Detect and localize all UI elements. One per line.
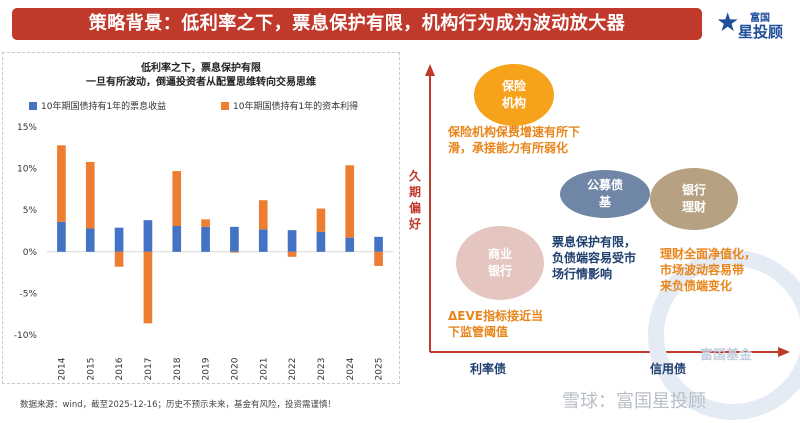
- bar-capital-2022: [287, 251, 297, 257]
- x-tick-label: 2018: [173, 357, 183, 380]
- bubble-commercial-bank: 商业 银行: [456, 226, 544, 300]
- note-coupon-protection-text: 票息保护有限， 负债端容易受市 场行情影响: [552, 235, 637, 281]
- y-axis-arrow-icon: [425, 64, 435, 76]
- bubble-insurance-label: 保险 机构: [501, 79, 526, 110]
- bar-coupon-2019: [201, 226, 210, 252]
- x-tick-label: 2016: [115, 357, 125, 380]
- note-insurance: 保险机构保费增速有所下 滑，承接能力有所弱化: [448, 124, 580, 156]
- bar-coupon-2021: [258, 229, 268, 252]
- bar-capital-2014: [57, 145, 66, 222]
- bar-coupon-2020: [230, 226, 239, 252]
- bar-coupon-2017: [143, 220, 153, 252]
- x-tick-label: 2023: [317, 358, 327, 381]
- legend-swatch-coupon: [29, 102, 37, 110]
- bubble-insurance: 保险 机构: [474, 64, 554, 126]
- x-axis-label-rate-bond: 利率债: [470, 362, 507, 376]
- x-axis-label-credit-bond: 信用债: [650, 362, 687, 376]
- x-tick-label: 2015: [86, 358, 96, 381]
- chart-panel: 低利率之下，票息保护有限 一旦有所波动，倒逼投资者从配置思维转向交易思维 10年…: [2, 52, 400, 384]
- bar-coupon-2024: [345, 237, 355, 252]
- note-insurance-text: 保险机构保费增速有所下 滑，承接能力有所弱化: [448, 125, 581, 155]
- legend-item-coupon: 10年期国债持有1年的票息收益: [29, 99, 166, 112]
- bar-capital-2020: [230, 251, 239, 253]
- bar-coupon-2015: [85, 228, 95, 252]
- legend-swatch-capital: [221, 102, 229, 110]
- brand-small-text: 富国: [750, 13, 770, 24]
- bar-coupon-2025: [374, 236, 383, 252]
- legend-label-capital: 10年期国债持有1年的资本利得: [233, 102, 359, 112]
- bar-capital-2023: [316, 208, 326, 232]
- x-tick-label: 2025: [375, 358, 385, 381]
- bar-coupon-2022: [287, 230, 297, 252]
- bar-capital-2018: [172, 171, 182, 227]
- bar-chart: -10% -5% 0% 5% 10% 15% 2014 2015 2016 2017 2018 201…: [14, 123, 393, 381]
- bar-capital-2016: [114, 251, 124, 267]
- bubble-bank-wealth: 银行 理财: [650, 168, 738, 230]
- bar-coupon-2023: [316, 231, 326, 252]
- watermark-text: 富国基金: [700, 348, 753, 363]
- y-tick-label: -10%: [14, 331, 38, 341]
- bubble-commercial-bank-label: 商业 银行: [487, 247, 512, 278]
- bar-capital-2017: [143, 251, 153, 324]
- bubble-bank-wealth-label: 银行 理财: [681, 183, 706, 214]
- bar-capital-2024: [345, 165, 355, 238]
- bar-coupon-2014: [57, 221, 66, 252]
- bar-capital-2021: [258, 200, 268, 230]
- chart-subtitle: 一旦有所波动，倒逼投资者从配置思维转向交易思维: [86, 77, 316, 88]
- bubble-bond-fund-label: 公募债基: [586, 178, 623, 209]
- bubble-bond-fund: 公募债基: [560, 170, 650, 218]
- snowball-watermark: 雪球：富国星投顾: [562, 391, 706, 412]
- x-tick-label: 2020: [230, 357, 240, 380]
- bar-capital-2015: [85, 161, 95, 229]
- brand-logo: ★ 富国 星投顾: [712, 6, 792, 42]
- legend-item-capital: 10年期国债持有1年的资本利得: [221, 99, 358, 112]
- y-tick-label: 0%: [23, 248, 38, 258]
- note-wealth-netvalue: 理财全面净值化， 市场波动容易带 来负债端变化: [660, 246, 756, 294]
- x-tick-label: 2021: [259, 358, 269, 381]
- bar-capital-2025: [374, 251, 383, 266]
- note-wealth-netvalue-text: 理财全面净值化， 市场波动容易带 来负债端变化: [660, 247, 757, 293]
- bar-coupon-2018: [172, 226, 182, 252]
- y-tick-label: 15%: [17, 123, 37, 133]
- x-tick-label: 2022: [288, 358, 298, 381]
- bar-capital-2019: [201, 219, 210, 227]
- chart-title: 低利率之下，票息保护有限: [141, 63, 261, 74]
- y-tick-label: 5%: [23, 206, 38, 216]
- brand-main-text: 星投顾: [738, 23, 784, 41]
- legend-label-coupon: 10年期国债持有1年的票息收益: [41, 102, 167, 112]
- title-bar: 策略背景：低利率之下，票息保护有限，机构行为成为波动放大器: [12, 8, 702, 40]
- note-eve-text: ΔEVE指标接近当 下监管阈值: [448, 309, 543, 339]
- page-title: 策略背景：低利率之下，票息保护有限，机构行为成为波动放大器: [88, 13, 626, 34]
- note-coupon-protection: 票息保护有限， 负债端容易受市 场行情影响: [552, 234, 636, 282]
- note-eve: ΔEVE指标接近当 下监管阈值: [448, 308, 543, 340]
- y-axis-label: 久期偏好: [408, 169, 421, 231]
- y-tick-label: -5%: [19, 289, 37, 299]
- star-icon: ★: [716, 8, 740, 38]
- y-tick-label: 10%: [17, 165, 37, 175]
- x-tick-label: 2014: [57, 357, 67, 380]
- x-tick-label: 2024: [346, 357, 356, 380]
- x-tick-label: 2017: [144, 358, 154, 381]
- footer-source: 数据来源：wind，截至2025-12-16；历史不预示未来，基金有风险，投资需…: [20, 400, 336, 410]
- bar-coupon-2016: [114, 227, 124, 252]
- x-tick-label: 2019: [202, 357, 212, 380]
